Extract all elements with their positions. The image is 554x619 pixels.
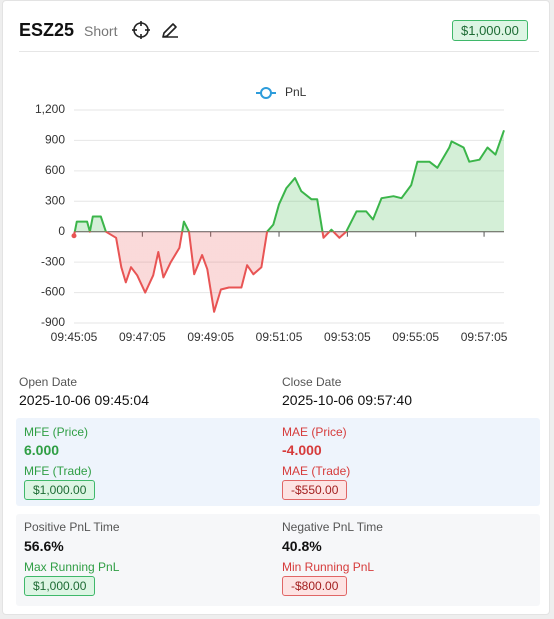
value: 2025-10-06 09:45:04 xyxy=(19,392,149,408)
value-badge: -$800.00 xyxy=(282,576,348,596)
label: MAE (Trade) xyxy=(282,464,351,478)
side: Short xyxy=(84,23,118,39)
label: MAE (Price) xyxy=(282,425,347,439)
label: MFE (Price) xyxy=(24,425,88,439)
y-tick-label: -300 xyxy=(41,254,65,268)
x-tick-label: 09:49:05 xyxy=(187,330,234,344)
value-badge: $1,000.00 xyxy=(24,480,96,500)
value: -4.000 xyxy=(282,442,322,458)
divider xyxy=(19,51,539,52)
pnl-area xyxy=(74,130,504,312)
y-tick-label: 300 xyxy=(45,193,65,207)
label: Close Date xyxy=(282,375,342,389)
time-panel xyxy=(16,514,540,606)
edit-icon[interactable] xyxy=(160,20,180,40)
label: Positive PnL Time xyxy=(24,520,120,534)
x-tick-label: 09:51:05 xyxy=(256,330,303,344)
value: 40.8% xyxy=(282,538,322,554)
y-tick-label: 600 xyxy=(45,163,65,177)
y-tick-label: -900 xyxy=(41,315,65,329)
legend-label: PnL xyxy=(285,85,307,99)
y-tick-label: 900 xyxy=(45,133,65,147)
pnl-badge: $1,000.00 xyxy=(452,20,528,41)
x-tick-label: 09:53:05 xyxy=(324,330,371,344)
target-icon[interactable] xyxy=(131,20,151,40)
label: Open Date xyxy=(19,375,78,389)
y-tick-label: -600 xyxy=(41,285,65,299)
value: 6.000 xyxy=(24,442,60,458)
value-badge: $1,000.00 xyxy=(24,576,96,596)
legend-marker xyxy=(260,87,272,99)
x-tick-label: 09:45:05 xyxy=(51,330,98,344)
symbol: ESZ25 xyxy=(19,20,75,40)
label: MFE (Trade) xyxy=(24,464,92,478)
y-tick-label: 0 xyxy=(58,224,65,238)
x-tick-label: 09:57:05 xyxy=(461,330,508,344)
value: 2025-10-06 09:57:40 xyxy=(282,392,412,408)
excursion-panel xyxy=(16,418,540,506)
value-badge: -$550.00 xyxy=(282,480,348,500)
pnl-line xyxy=(73,129,505,313)
chart: -900 -600 -300 0 300 600 900 1,200 09:45:05 09:47… xyxy=(35,85,508,344)
label: Negative PnL Time xyxy=(282,520,383,534)
value: 56.6% xyxy=(24,538,64,554)
y-tick-label: 1,200 xyxy=(35,102,65,116)
label: Max Running PnL xyxy=(24,560,120,574)
x-tick-label: 09:55:05 xyxy=(392,330,439,344)
label: Min Running PnL xyxy=(282,560,375,574)
x-tick-label: 09:47:05 xyxy=(119,330,166,344)
start-point xyxy=(71,233,77,239)
